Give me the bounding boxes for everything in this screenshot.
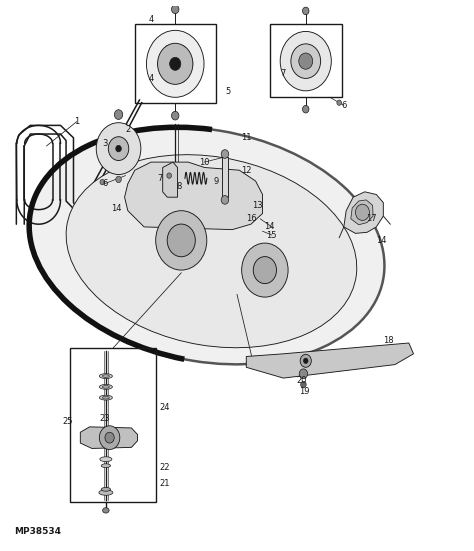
Ellipse shape: [101, 488, 110, 491]
Text: 19: 19: [299, 387, 310, 396]
Circle shape: [116, 176, 121, 182]
Circle shape: [177, 45, 186, 56]
Circle shape: [155, 210, 207, 270]
Circle shape: [302, 105, 309, 113]
Text: 23: 23: [99, 414, 110, 423]
Circle shape: [100, 426, 120, 450]
Polygon shape: [163, 162, 178, 197]
Polygon shape: [344, 192, 383, 234]
Circle shape: [164, 72, 173, 82]
Circle shape: [242, 243, 288, 297]
Circle shape: [177, 72, 186, 82]
Text: 10: 10: [199, 158, 210, 166]
Polygon shape: [246, 343, 413, 378]
Text: 1: 1: [74, 117, 79, 126]
Polygon shape: [351, 200, 373, 225]
Text: 8: 8: [176, 182, 182, 191]
Text: 15: 15: [266, 230, 277, 240]
Circle shape: [221, 196, 228, 204]
Ellipse shape: [101, 464, 110, 468]
Circle shape: [157, 58, 167, 69]
Circle shape: [337, 100, 341, 105]
Circle shape: [356, 204, 369, 220]
Ellipse shape: [102, 507, 109, 513]
Polygon shape: [80, 427, 137, 449]
Text: 12: 12: [241, 166, 252, 175]
Text: 4: 4: [148, 74, 154, 83]
Circle shape: [280, 31, 331, 91]
Circle shape: [253, 257, 276, 284]
Text: 17: 17: [366, 214, 377, 223]
Text: 4: 4: [148, 14, 154, 24]
Circle shape: [221, 150, 228, 158]
Text: 13: 13: [253, 201, 263, 210]
Circle shape: [301, 381, 306, 388]
Circle shape: [183, 58, 193, 69]
Text: 14: 14: [264, 223, 275, 231]
Text: 3: 3: [102, 139, 107, 148]
Circle shape: [116, 145, 121, 152]
Bar: [135, 24, 216, 102]
Polygon shape: [222, 156, 228, 197]
Circle shape: [303, 358, 308, 364]
Ellipse shape: [100, 385, 112, 390]
Ellipse shape: [102, 396, 109, 399]
Text: 25: 25: [62, 417, 73, 426]
Text: 6: 6: [341, 101, 346, 110]
Text: 22: 22: [160, 463, 170, 472]
Circle shape: [170, 57, 181, 71]
Circle shape: [291, 44, 320, 78]
Text: 11: 11: [241, 133, 252, 142]
Circle shape: [164, 45, 173, 56]
Text: 24: 24: [160, 403, 170, 412]
Text: 16: 16: [246, 214, 256, 223]
Text: MP38534: MP38534: [14, 527, 61, 537]
Ellipse shape: [100, 374, 112, 379]
Text: 7: 7: [281, 68, 286, 78]
Bar: [270, 24, 341, 98]
Text: 6: 6: [102, 179, 107, 188]
Circle shape: [146, 30, 204, 98]
Text: 2: 2: [125, 125, 130, 134]
Circle shape: [96, 123, 141, 175]
Text: 21: 21: [160, 479, 170, 488]
Ellipse shape: [29, 127, 384, 364]
Circle shape: [299, 53, 313, 69]
Circle shape: [172, 111, 179, 120]
Text: 14: 14: [376, 236, 386, 245]
Text: 18: 18: [383, 336, 393, 345]
Circle shape: [114, 110, 123, 120]
Ellipse shape: [99, 490, 113, 495]
Polygon shape: [125, 162, 263, 230]
Bar: [70, 348, 155, 503]
Ellipse shape: [100, 395, 112, 400]
Circle shape: [299, 369, 308, 379]
Circle shape: [105, 432, 114, 443]
Ellipse shape: [100, 457, 112, 462]
Circle shape: [167, 224, 195, 257]
Circle shape: [100, 180, 105, 185]
Text: 5: 5: [225, 88, 230, 96]
Circle shape: [302, 7, 309, 15]
Ellipse shape: [102, 375, 109, 377]
Text: 20: 20: [297, 376, 307, 385]
Ellipse shape: [66, 155, 357, 348]
Text: 14: 14: [111, 203, 121, 213]
Text: 7: 7: [158, 174, 163, 183]
Circle shape: [172, 5, 179, 14]
Text: 9: 9: [213, 176, 219, 186]
Circle shape: [300, 354, 311, 368]
Circle shape: [167, 173, 172, 179]
Ellipse shape: [102, 386, 109, 388]
Circle shape: [109, 137, 129, 160]
Circle shape: [157, 44, 193, 84]
